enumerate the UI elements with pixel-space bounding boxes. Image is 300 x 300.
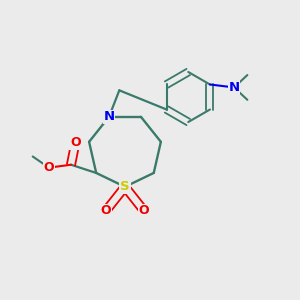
Text: O: O bbox=[139, 205, 149, 218]
Text: O: O bbox=[100, 205, 111, 218]
Text: O: O bbox=[70, 136, 81, 149]
Text: N: N bbox=[103, 110, 115, 123]
Text: O: O bbox=[44, 161, 54, 174]
Text: S: S bbox=[120, 180, 130, 193]
Text: N: N bbox=[229, 81, 240, 94]
